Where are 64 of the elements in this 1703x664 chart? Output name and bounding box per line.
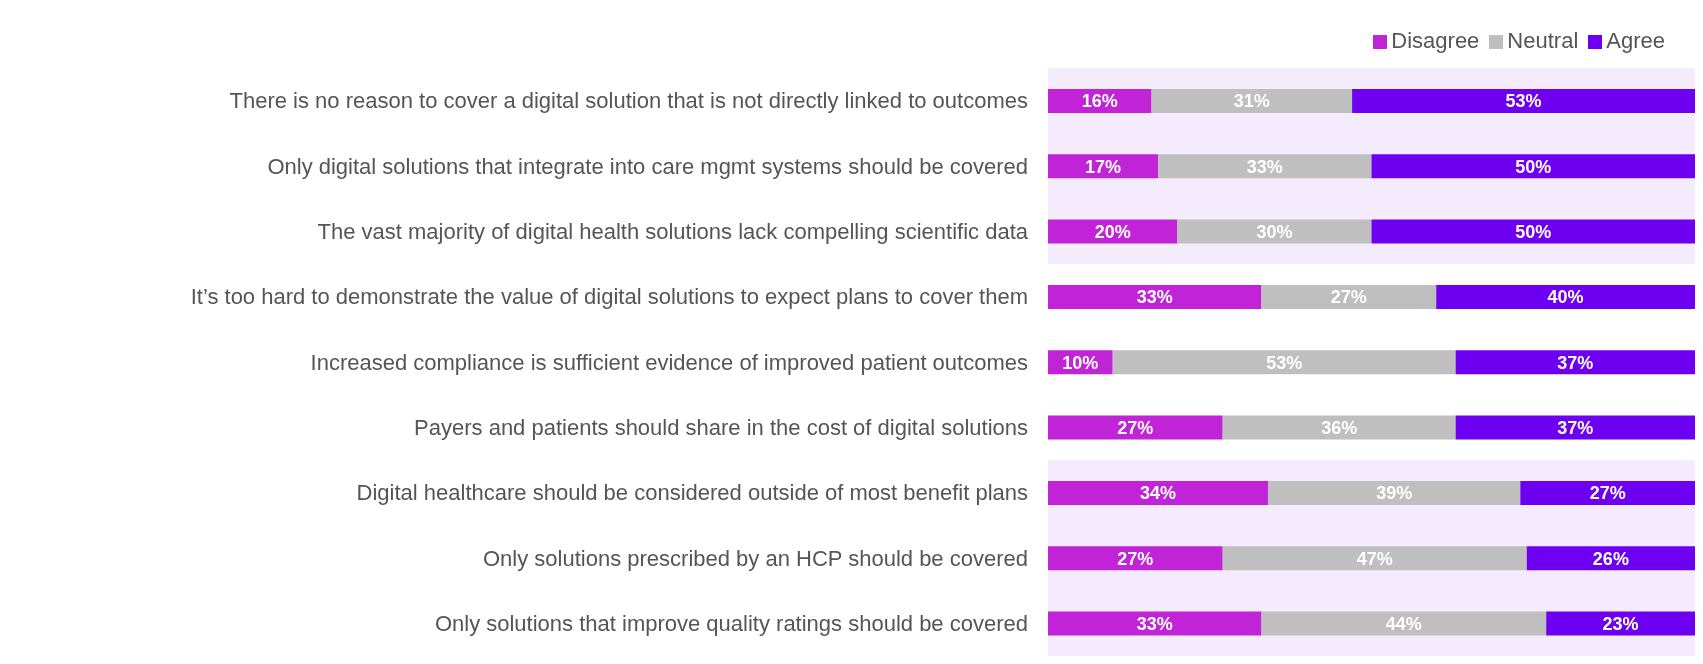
bar	[1371, 219, 1695, 244]
bar	[1546, 611, 1695, 636]
data-label: 26%	[1592, 548, 1629, 569]
y-tick-label: Digital healthcare should be considered outside of most benefit plans	[356, 480, 1028, 506]
bar	[1352, 88, 1695, 113]
bar	[1371, 154, 1695, 179]
bar	[1455, 415, 1695, 440]
bar	[1222, 415, 1456, 440]
data-label: 27%	[1330, 287, 1367, 308]
data-label: 34%	[1139, 483, 1177, 504]
data-label: 27%	[1589, 483, 1626, 504]
data-label: 27%	[1117, 548, 1154, 569]
bar	[1048, 415, 1223, 440]
data-label: 16%	[1081, 91, 1118, 112]
data-label: 33%	[1246, 156, 1283, 177]
bar	[1261, 284, 1437, 309]
data-label: 20%	[1094, 221, 1131, 242]
data-label: 10%	[1062, 352, 1099, 373]
bar	[1151, 88, 1353, 113]
bar	[1261, 611, 1547, 636]
data-label: 44%	[1385, 613, 1422, 634]
data-label: 37%	[1557, 417, 1594, 438]
data-label: 33%	[1136, 287, 1173, 308]
bar	[1112, 350, 1456, 375]
bar	[1048, 154, 1158, 179]
bar	[1436, 284, 1695, 309]
bar	[1157, 154, 1372, 179]
data-label: 53%	[1266, 352, 1303, 373]
y-tick-label: There is no reason to cover a digital solution that is not directly linked to outcomes	[229, 88, 1028, 114]
data-label: 53%	[1505, 91, 1542, 112]
data-label: 27%	[1117, 417, 1154, 438]
bar	[1520, 480, 1695, 505]
bar	[1048, 219, 1178, 244]
y-tick-label: It’s too hard to demonstrate the value of digital solutions to expect plans to cover them	[190, 284, 1028, 310]
data-label: 36%	[1321, 417, 1358, 438]
y-tick-label: Only solutions prescribed by an HCP should be covered	[482, 545, 1028, 571]
bar	[1222, 546, 1527, 571]
bar	[1177, 219, 1372, 244]
y-tick-label: Only solutions that improve quality ratings should be covered	[434, 611, 1028, 637]
data-label: 40%	[1547, 287, 1584, 308]
bar	[1455, 350, 1695, 375]
data-label: 17%	[1084, 156, 1122, 177]
bar	[1048, 480, 1268, 505]
legend-label: Agree	[1606, 28, 1665, 53]
data-label: 50%	[1515, 221, 1552, 242]
bar	[1526, 546, 1695, 571]
bar	[1048, 611, 1262, 636]
y-tick-label: The vast majority of digital health solutions lack compelling scientific data	[317, 219, 1029, 245]
data-label: 33%	[1136, 613, 1173, 634]
data-label: 23%	[1602, 613, 1639, 634]
data-label: 39%	[1376, 483, 1413, 504]
bar	[1267, 480, 1521, 505]
y-tick-label: Increased compliance is sufficient evidence of improved patient outcomes	[310, 349, 1028, 375]
data-label: 31%	[1233, 91, 1270, 112]
bar	[1048, 546, 1223, 571]
legend-label: Disagree	[1391, 28, 1480, 53]
data-label: 47%	[1356, 548, 1393, 569]
y-tick-label: Payers and patients should share in the cost of digital solutions	[414, 415, 1028, 441]
data-label: 50%	[1515, 156, 1552, 177]
data-label: 30%	[1256, 221, 1293, 242]
legend-label: Neutral	[1507, 28, 1579, 53]
y-tick-label: Only digital solutions that integrate into care mgmt systems should be covered	[267, 153, 1028, 179]
bar	[1048, 284, 1262, 309]
data-label: 37%	[1557, 352, 1594, 373]
